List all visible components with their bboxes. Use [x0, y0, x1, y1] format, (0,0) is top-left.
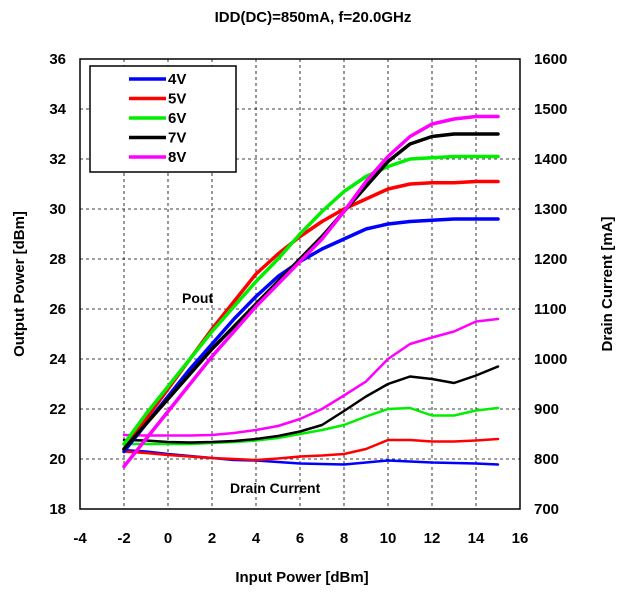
- legend-label: 4V: [168, 71, 186, 88]
- y-tick-label: 32: [49, 151, 66, 168]
- y-tick-label: 26: [49, 301, 66, 318]
- series-lines: [122, 114, 500, 469]
- y-tick-label: 30: [49, 201, 66, 218]
- x-tick-label: 12: [424, 530, 441, 547]
- plot-frame: [79, 58, 521, 510]
- legend-label: 8V: [168, 149, 186, 166]
- x-tick-label: 10: [380, 530, 397, 547]
- y2-tick-label: 1100: [534, 301, 567, 318]
- y-axis-label: Output Power [dBm]: [11, 211, 28, 357]
- x-tick-label: 14: [468, 530, 485, 547]
- y-tick-labels: 18 20 22 24 26 28 30 32 34 36: [49, 51, 66, 518]
- annotation-pout: Pout: [182, 290, 213, 306]
- y-tick-label: 36: [49, 51, 66, 68]
- y2-tick-label: 1200: [534, 251, 567, 268]
- x-tick-label: 6: [296, 530, 304, 547]
- x-tick-label: 0: [164, 530, 172, 547]
- drain-current-line-6V: [122, 406, 500, 446]
- y2-tick-labels: 700 800 900 1000 1100 1200 1300 1400 1500 1600: [534, 51, 567, 518]
- y-tick-label: 22: [49, 401, 66, 418]
- y2-tick-label: 1500: [534, 101, 567, 118]
- x-tick-label: -4: [73, 530, 87, 547]
- legend-label: 7V: [168, 130, 186, 147]
- y2-tick-label: 1400: [534, 151, 567, 168]
- annotation-drain-current: Drain Current: [230, 480, 321, 496]
- legend-items: 4V 5V 6V 7V 8V: [129, 71, 186, 166]
- y-tick-label: 28: [49, 251, 66, 268]
- pout-line-6V: [122, 154, 500, 446]
- x-tick-label: -2: [117, 530, 130, 547]
- y2-tick-label: 1600: [534, 51, 567, 68]
- drain-current-line-8V: [122, 317, 500, 437]
- legend-label: 6V: [168, 110, 186, 127]
- x-tick-label: 16: [512, 530, 529, 547]
- y2-tick-label: 900: [534, 401, 559, 418]
- y-tick-label: 34: [49, 101, 66, 118]
- chart-title: IDD(DC)=850mA, f=20.0GHz: [215, 9, 412, 26]
- x-tick-label: 2: [208, 530, 216, 547]
- legend-label: 5V: [168, 91, 186, 108]
- legend: 4V 5V 6V 7V 8V: [89, 65, 237, 173]
- x-tick-label: 8: [340, 530, 348, 547]
- x-tick-labels: -4 -2 0 2 4 6 8 10 12 14 16: [73, 530, 528, 547]
- y2-tick-label: 1300: [534, 201, 567, 218]
- x-axis-label: Input Power [dBm]: [235, 569, 368, 586]
- y2-tick-label: 800: [534, 451, 559, 468]
- x-tick-label: 4: [252, 530, 261, 547]
- pout-line-4V: [122, 217, 500, 454]
- y-tick-label: 18: [49, 501, 66, 518]
- drain-current-line-7V: [122, 365, 500, 444]
- y2-tick-label: 700: [534, 501, 559, 518]
- y-tick-label: 20: [49, 451, 66, 468]
- pout-line-8V: [122, 114, 500, 469]
- y2-tick-label: 1000: [534, 351, 567, 368]
- y-tick-label: 24: [49, 351, 66, 368]
- y2-axis-label: Drain Current [mA]: [599, 216, 616, 351]
- drain-current-line-5V: [122, 437, 500, 462]
